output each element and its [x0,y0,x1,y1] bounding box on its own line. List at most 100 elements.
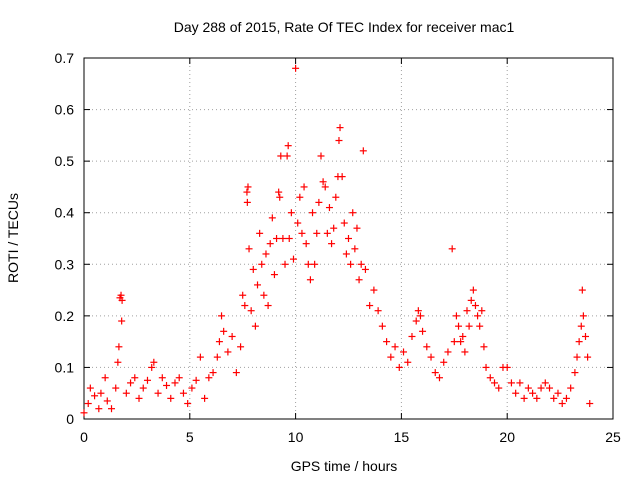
data-point [578,286,586,294]
data-point [114,358,122,366]
data-point [378,322,386,330]
data-point [412,317,420,325]
data-point [404,358,412,366]
data-point [550,394,558,402]
data-point [135,394,143,402]
data-point [567,384,575,392]
data-point [317,152,325,160]
data-point [154,389,162,397]
data-point [474,312,482,320]
data-point [277,152,285,160]
data-point [370,286,378,294]
data-point [349,209,357,217]
data-point [270,271,278,279]
data-point [387,353,395,361]
data-point [268,214,276,222]
data-point [304,260,312,268]
data-point [335,137,343,145]
data-point [478,307,486,315]
data-point [400,348,408,356]
data-point [325,204,333,212]
data-point [581,332,589,340]
data-point [467,296,475,304]
data-point [309,209,317,217]
data-point [461,348,469,356]
data-point [529,389,537,397]
data-point [289,255,297,263]
data-point [319,178,327,186]
data-point [232,369,240,377]
data-point [127,379,135,387]
data-point [148,363,156,371]
data-point [459,332,467,340]
data-point [220,327,228,335]
data-point [306,276,314,284]
data-point [533,394,541,402]
data-point [171,379,179,387]
data-point [423,343,431,351]
data-point [86,384,94,392]
y-axis-label: ROTI / TECUs [5,193,21,283]
data-point [486,374,494,382]
data-point [546,384,554,392]
data-point [296,193,304,201]
y-tick-label: 0.1 [55,359,75,375]
data-point [516,379,524,387]
data-point [450,338,458,346]
y-tick-label: 0.6 [55,102,75,118]
data-point [163,381,171,389]
data-point [537,384,545,392]
data-point [80,409,88,417]
data-point [117,291,125,299]
y-tick-label: 0.3 [55,256,75,272]
data-point [315,198,323,206]
data-points [80,64,594,417]
data-point [224,348,232,356]
data-point [258,260,266,268]
data-point [266,240,274,248]
data-point [131,374,139,382]
data-point [586,400,594,408]
data-point [448,245,456,253]
data-point [283,152,291,160]
data-point [279,235,287,242]
plot-frame [83,57,614,420]
data-point [239,291,247,299]
x-tick-label: 5 [186,429,194,445]
data-point [209,369,217,377]
data-point [419,327,427,335]
data-point [298,229,306,237]
data-point [491,379,499,387]
data-point [345,235,352,242]
data-point [440,358,448,366]
data-point [457,338,465,346]
data-point [338,173,346,181]
data-point [292,64,300,72]
data-point [328,240,336,248]
data-point [139,384,147,392]
x-tick-label: 15 [394,429,410,445]
data-point [179,389,187,397]
data-point [455,322,463,330]
data-point [122,389,130,397]
data-point [118,296,126,304]
data-point [243,188,251,196]
data-point [213,353,221,361]
data-point [241,302,249,310]
data-point [323,229,331,237]
data-point [541,379,549,387]
data-point [476,322,484,330]
data-point [302,240,310,248]
data-point [495,384,503,392]
data-point [294,219,302,227]
data-point [330,224,338,232]
data-point [359,147,367,155]
data-point [427,353,435,361]
data-point [103,397,111,405]
data-point [184,400,192,408]
data-point [469,286,477,294]
data-point [254,281,262,289]
data-point [575,338,583,346]
data-point [95,405,103,413]
